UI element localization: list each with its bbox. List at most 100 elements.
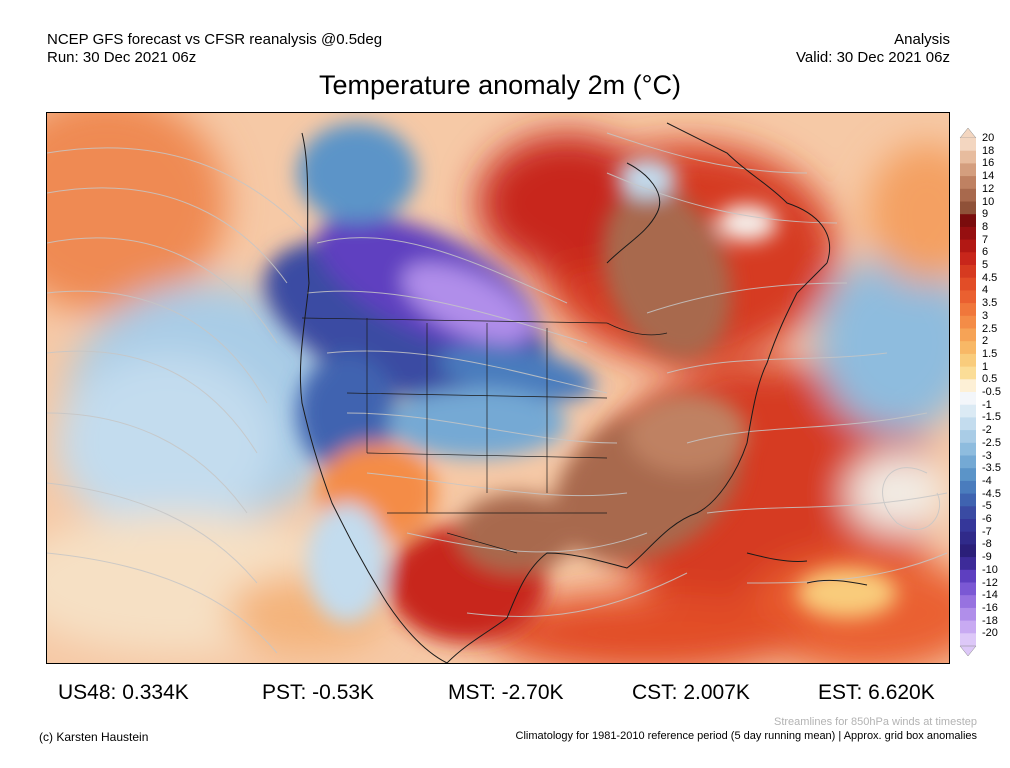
- colorbar-tick-label: -2: [982, 424, 992, 437]
- colorbar-tick-label: -18: [982, 614, 998, 627]
- colorbar-tick-label: -1: [982, 398, 992, 411]
- colorbar-swatch: [960, 557, 976, 571]
- colorbar-tick-label: 2.5: [982, 322, 998, 335]
- colorbar-tick-label: -3: [982, 449, 992, 462]
- colorbar-tick-label: -6: [982, 513, 992, 525]
- colorbar-tick-label: 4: [982, 284, 989, 297]
- colorbar-swatch: [960, 315, 976, 329]
- colorbar-tick-label: 8: [982, 220, 989, 233]
- colorbar-tick-label: -8: [982, 538, 992, 551]
- stat-est: EST: 6.620K: [818, 681, 935, 704]
- colorbar-swatch: [960, 417, 976, 431]
- colorbar-swatch: [960, 531, 976, 545]
- wind-streamlines: [47, 132, 948, 654]
- colorbar-tick-label: 3: [982, 309, 989, 322]
- colorbar-tick-label: 16: [982, 157, 995, 170]
- colorbar-tick-label: 7: [982, 233, 989, 246]
- colorbar-arrow-bottom: [959, 645, 977, 656]
- colorbar-tick-label: -20: [982, 627, 998, 640]
- colorbar-tick-label: 4.5: [982, 271, 998, 284]
- colorbar-swatch: [960, 455, 976, 469]
- header-right: Analysis Valid: 30 Dec 2021 06z: [796, 31, 950, 67]
- colorbar-swatch: [960, 290, 976, 304]
- colorbar-tick-label: 20: [982, 132, 995, 144]
- colorbar-swatch: [960, 607, 976, 621]
- colorbar-tick-label: 3.5: [982, 297, 998, 310]
- colorbar-tick-label: -12: [982, 576, 998, 589]
- colorbar-swatch: [960, 442, 976, 456]
- colorbar-swatch: [960, 493, 976, 507]
- stat-mst: MST: -2.70K: [448, 681, 564, 704]
- colorbar-swatch: [960, 468, 976, 482]
- colorbar-swatch: [960, 595, 976, 609]
- political-borders: [301, 317, 668, 554]
- anomaly-map: [46, 112, 950, 664]
- colorbar-tick-label: 5: [982, 259, 989, 271]
- valid-time: Valid: 30 Dec 2021 06z: [796, 49, 950, 66]
- colorbar-swatch: [960, 366, 976, 380]
- colorbar-swatch: [960, 353, 976, 367]
- colorbar-swatch: [960, 379, 976, 393]
- colorbar-swatch: [960, 252, 976, 266]
- colorbar-tick-label: 18: [982, 144, 995, 157]
- colorbar-swatch: [960, 150, 976, 164]
- colorbar-tick-label: 2: [982, 335, 989, 348]
- colorbar-tick-label: 10: [982, 195, 995, 208]
- colorbar-swatch: [960, 138, 976, 152]
- colorbar-tick-label: -16: [982, 601, 998, 614]
- colorbar-swatch: [960, 582, 976, 596]
- colorbar-swatch: [960, 404, 976, 418]
- header-left: NCEP GFS forecast vs CFSR reanalysis @0.…: [47, 31, 382, 67]
- regional-anomaly-stats: US48: 0.334K PST: -0.53K MST: -2.70K CST…: [0, 681, 1010, 707]
- colorbar-swatch: [960, 226, 976, 240]
- credit: (c) Karsten Haustein: [39, 730, 149, 744]
- colorbar-swatch: [960, 176, 976, 190]
- colorbar-swatch: [960, 620, 976, 634]
- streamlines-note: Streamlines for 850hPa winds at timestep: [774, 716, 977, 728]
- colorbar-tick-label: 12: [982, 182, 995, 195]
- colorbar-swatch: [960, 506, 976, 520]
- model-description: NCEP GFS forecast vs CFSR reanalysis @0.…: [47, 31, 383, 48]
- colorbar-swatch: [960, 214, 976, 228]
- colorbar-swatches: [959, 128, 977, 656]
- colorbar-tick-label: 1.5: [982, 347, 998, 360]
- colorbar-swatch: [960, 341, 976, 355]
- colorbar-swatch: [960, 633, 976, 647]
- colorbar-swatch: [960, 277, 976, 291]
- colorbar-tick-label: -4.5: [982, 487, 1001, 500]
- colorbar-swatch: [960, 239, 976, 253]
- colorbar: 20 18 16 14 12 10 9 8 7 6 5 4.5 4 3.5 3 2.5 2 1.5 1 0.5 -0.5…: [958, 128, 1008, 656]
- colorbar-tick-label: -4: [982, 474, 992, 487]
- analysis-label: Analysis: [894, 31, 950, 48]
- colorbar-tick-label: -7: [982, 525, 992, 538]
- run-time: Run: 30 Dec 2021 06z: [47, 49, 197, 66]
- colorbar-tick-label: -14: [982, 589, 998, 602]
- colorbar-swatch: [960, 480, 976, 494]
- colorbar-swatch: [960, 265, 976, 279]
- colorbar-swatch: [960, 201, 976, 215]
- stat-us48: US48: 0.334K: [58, 681, 189, 704]
- colorbar-tick-label: -1.5: [982, 411, 1001, 424]
- map-title: Temperature anomaly 2m (°C): [319, 70, 681, 100]
- colorbar-tick-label: 1: [982, 360, 989, 373]
- colorbar-swatch: [960, 163, 976, 177]
- colorbar-swatch: [960, 569, 976, 583]
- colorbar-swatch: [960, 519, 976, 533]
- colorbar-swatch: [960, 303, 976, 317]
- colorbar-swatch: [960, 430, 976, 444]
- climatology-note: Climatology for 1981-2010 reference peri…: [515, 730, 977, 742]
- colorbar-tick-label: 14: [982, 170, 995, 183]
- map-canvas: [47, 113, 949, 663]
- colorbar-tick-label: 0.5: [982, 373, 998, 386]
- colorbar-tick-label: -3.5: [982, 462, 1001, 475]
- colorbar-swatch: [960, 544, 976, 558]
- colorbar-tick-label: 9: [982, 208, 989, 221]
- colorbar-tick-label: 6: [982, 246, 989, 259]
- colorbar-arrow-top: [959, 128, 977, 139]
- colorbar-tick-label: -9: [982, 551, 992, 564]
- stat-cst: CST: 2.007K: [632, 681, 750, 704]
- stat-pst: PST: -0.53K: [262, 681, 375, 704]
- colorbar-tick-label: -2.5: [982, 436, 1001, 449]
- colorbar-tick-label: -10: [982, 563, 998, 576]
- colorbar-tick-label: -0.5: [982, 386, 1001, 398]
